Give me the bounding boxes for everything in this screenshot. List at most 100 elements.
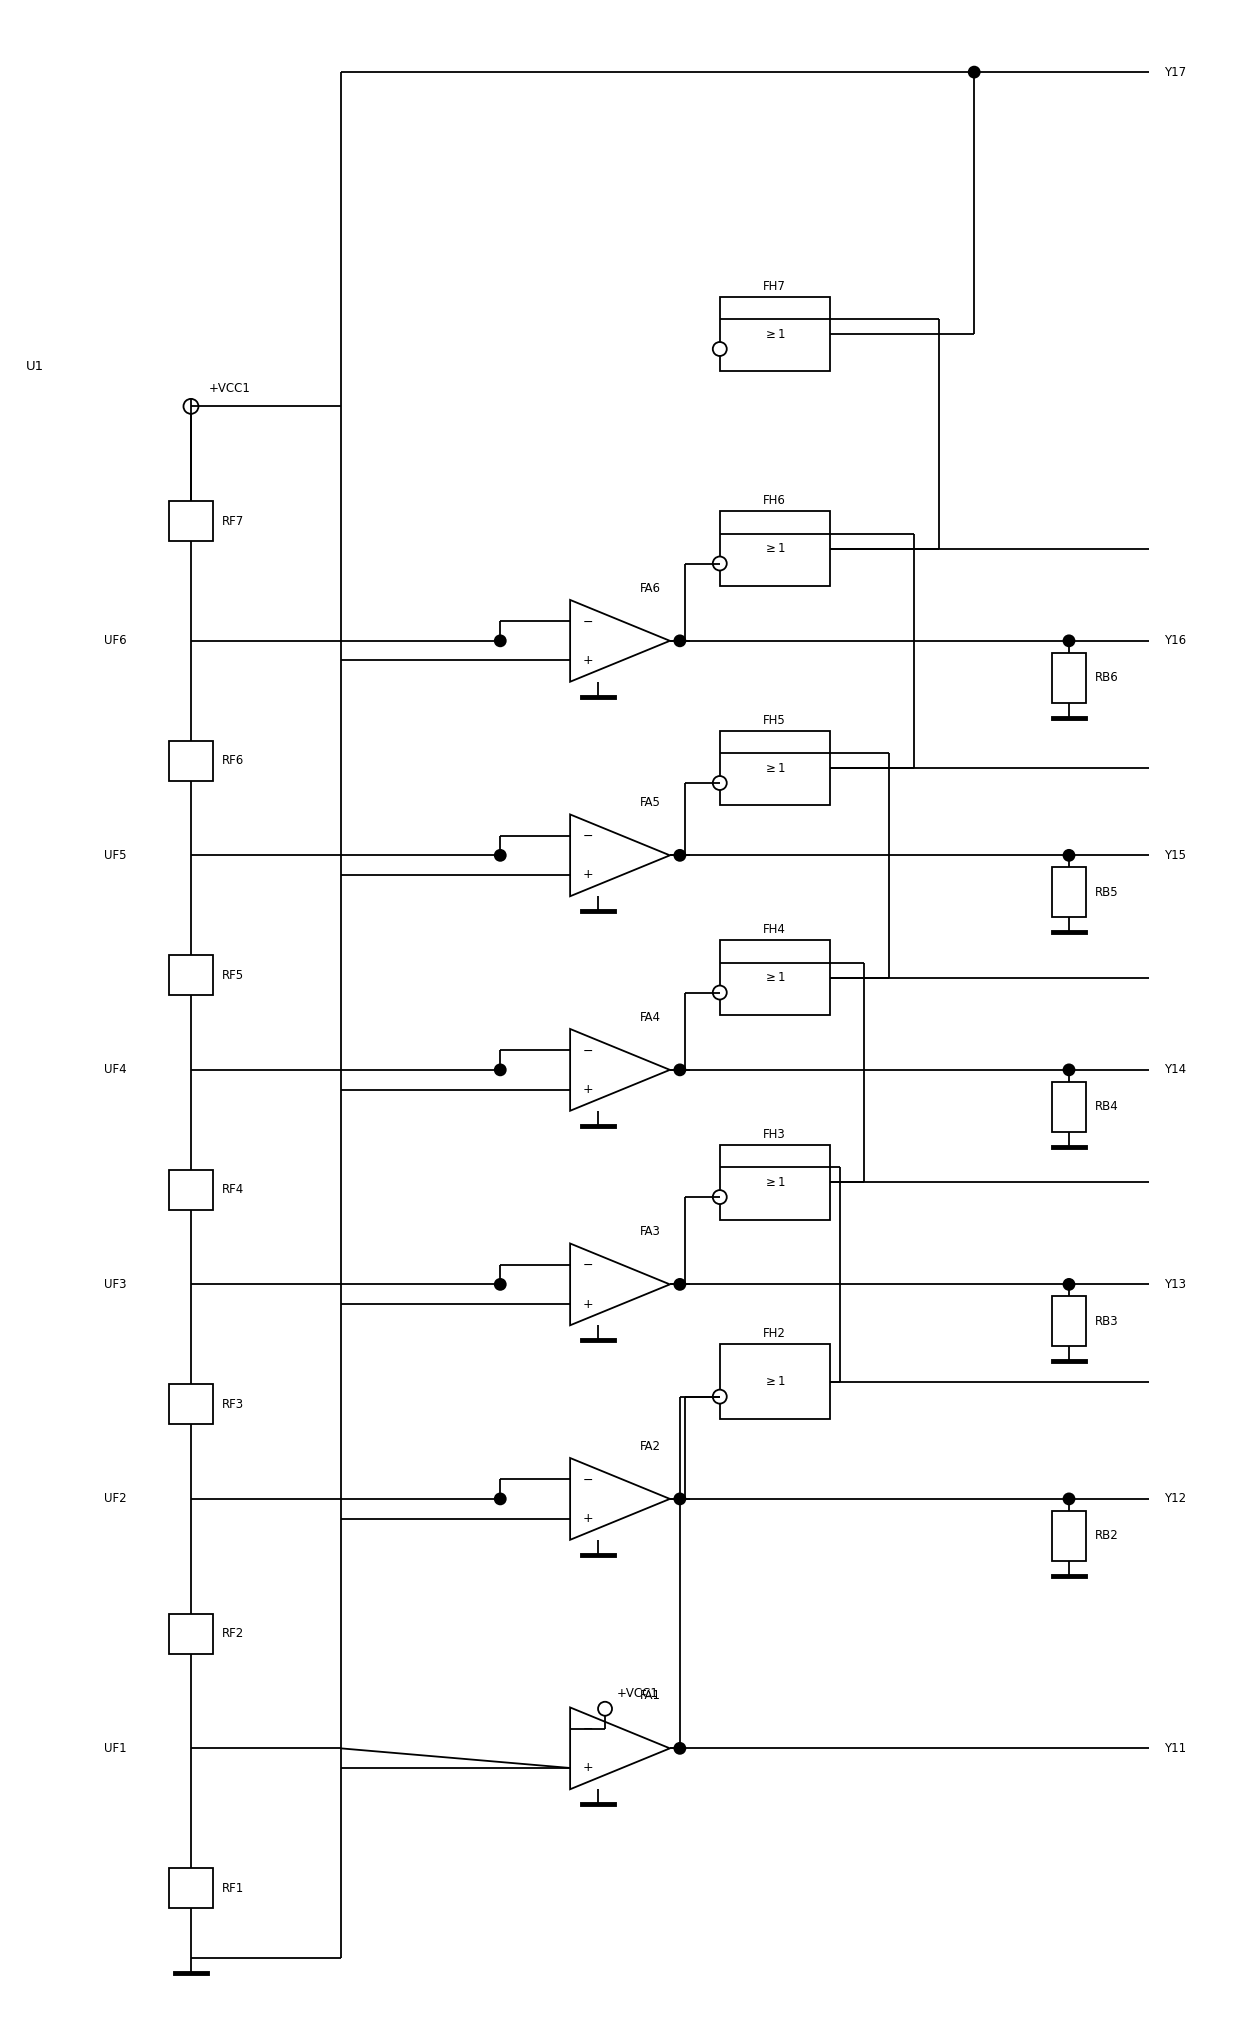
Text: FH5: FH5 bbox=[764, 713, 786, 727]
Text: FH4: FH4 bbox=[763, 923, 786, 935]
Text: $+$: $+$ bbox=[582, 1761, 593, 1774]
Text: $+$: $+$ bbox=[582, 1297, 593, 1311]
Text: RB6: RB6 bbox=[1095, 671, 1118, 685]
Text: $\geq 1$: $\geq 1$ bbox=[764, 1376, 786, 1388]
Text: $-$: $-$ bbox=[582, 1258, 593, 1271]
Text: +VCC1: +VCC1 bbox=[208, 382, 250, 394]
Circle shape bbox=[1064, 1279, 1075, 1291]
Text: RF1: RF1 bbox=[222, 1881, 243, 1895]
Bar bbox=[719, 731, 830, 806]
Bar bbox=[169, 1170, 213, 1210]
Text: RF3: RF3 bbox=[222, 1398, 243, 1410]
Text: FH6: FH6 bbox=[763, 495, 786, 507]
Circle shape bbox=[1064, 1493, 1075, 1505]
Text: $-$: $-$ bbox=[582, 1473, 593, 1487]
Text: FA2: FA2 bbox=[640, 1440, 661, 1452]
Bar bbox=[719, 297, 830, 372]
Text: Y13: Y13 bbox=[1164, 1279, 1185, 1291]
Circle shape bbox=[495, 850, 506, 861]
Text: $\geq 1$: $\geq 1$ bbox=[764, 972, 786, 984]
Circle shape bbox=[968, 67, 980, 77]
Text: UF6: UF6 bbox=[104, 634, 126, 646]
Text: Y12: Y12 bbox=[1164, 1493, 1185, 1505]
Text: FA6: FA6 bbox=[640, 582, 661, 596]
Bar bbox=[1052, 1511, 1086, 1561]
Text: FA5: FA5 bbox=[640, 796, 661, 810]
Circle shape bbox=[675, 1493, 686, 1505]
Circle shape bbox=[675, 1743, 686, 1753]
Text: U1: U1 bbox=[26, 360, 45, 374]
Bar bbox=[1052, 867, 1086, 917]
Bar bbox=[169, 955, 213, 996]
Circle shape bbox=[495, 1065, 506, 1075]
Text: RB4: RB4 bbox=[1095, 1101, 1118, 1113]
Circle shape bbox=[713, 1390, 727, 1404]
Text: $-$: $-$ bbox=[582, 614, 593, 628]
Text: FA3: FA3 bbox=[640, 1226, 661, 1238]
Bar bbox=[719, 511, 830, 586]
Text: RF5: RF5 bbox=[222, 968, 243, 982]
Bar bbox=[719, 1145, 830, 1220]
Circle shape bbox=[675, 1065, 686, 1075]
Text: UF4: UF4 bbox=[104, 1063, 126, 1077]
Text: RB5: RB5 bbox=[1095, 885, 1118, 899]
Text: FH3: FH3 bbox=[764, 1127, 786, 1141]
Bar bbox=[1052, 1083, 1086, 1131]
Text: $+$: $+$ bbox=[582, 654, 593, 667]
Bar bbox=[169, 1384, 213, 1424]
Circle shape bbox=[675, 1279, 686, 1291]
Text: UF2: UF2 bbox=[104, 1493, 126, 1505]
Text: RF6: RF6 bbox=[222, 753, 243, 768]
Text: FA1: FA1 bbox=[640, 1689, 661, 1703]
Text: Y16: Y16 bbox=[1164, 634, 1185, 646]
Text: +VCC1: +VCC1 bbox=[618, 1687, 658, 1701]
Circle shape bbox=[713, 776, 727, 790]
Text: $\geq 1$: $\geq 1$ bbox=[764, 541, 786, 556]
Bar bbox=[1052, 1297, 1086, 1345]
Text: RF7: RF7 bbox=[222, 515, 243, 527]
Bar bbox=[169, 741, 213, 780]
Text: RB2: RB2 bbox=[1095, 1529, 1118, 1543]
Text: FH2: FH2 bbox=[763, 1327, 786, 1339]
Text: Y15: Y15 bbox=[1164, 848, 1185, 863]
Text: RF4: RF4 bbox=[222, 1184, 243, 1196]
Text: UF1: UF1 bbox=[104, 1741, 126, 1755]
Circle shape bbox=[713, 1190, 727, 1204]
Text: $+$: $+$ bbox=[582, 869, 593, 881]
Bar bbox=[169, 1868, 213, 1909]
Text: $\geq 1$: $\geq 1$ bbox=[764, 327, 786, 341]
Text: FA4: FA4 bbox=[640, 1010, 661, 1024]
Text: $-$: $-$ bbox=[582, 830, 593, 842]
Text: $+$: $+$ bbox=[582, 1513, 593, 1525]
Circle shape bbox=[1064, 1065, 1075, 1075]
Text: $-$: $-$ bbox=[582, 1044, 593, 1056]
Bar bbox=[169, 501, 213, 541]
Text: FH7: FH7 bbox=[763, 279, 786, 293]
Text: UF5: UF5 bbox=[104, 848, 126, 863]
Circle shape bbox=[675, 850, 686, 861]
Circle shape bbox=[598, 1701, 613, 1715]
Circle shape bbox=[1064, 850, 1075, 861]
Circle shape bbox=[713, 341, 727, 356]
Text: RF2: RF2 bbox=[222, 1626, 243, 1640]
Circle shape bbox=[184, 398, 198, 414]
Circle shape bbox=[495, 1493, 506, 1505]
Text: Y14: Y14 bbox=[1164, 1063, 1185, 1077]
Text: RB3: RB3 bbox=[1095, 1315, 1118, 1327]
Bar bbox=[169, 1614, 213, 1654]
Circle shape bbox=[1064, 636, 1075, 646]
Circle shape bbox=[713, 558, 727, 570]
Text: UF3: UF3 bbox=[104, 1279, 126, 1291]
Text: $+$: $+$ bbox=[582, 1083, 593, 1097]
Text: $\geq 1$: $\geq 1$ bbox=[764, 762, 786, 774]
Bar bbox=[719, 1343, 830, 1420]
Text: $-$: $-$ bbox=[582, 1723, 593, 1735]
Circle shape bbox=[495, 1279, 506, 1291]
Circle shape bbox=[675, 636, 686, 646]
Circle shape bbox=[713, 986, 727, 1000]
Circle shape bbox=[495, 636, 506, 646]
Text: $\geq 1$: $\geq 1$ bbox=[764, 1176, 786, 1188]
Text: Y11: Y11 bbox=[1164, 1741, 1185, 1755]
Bar bbox=[719, 939, 830, 1014]
Text: Y17: Y17 bbox=[1164, 65, 1185, 79]
